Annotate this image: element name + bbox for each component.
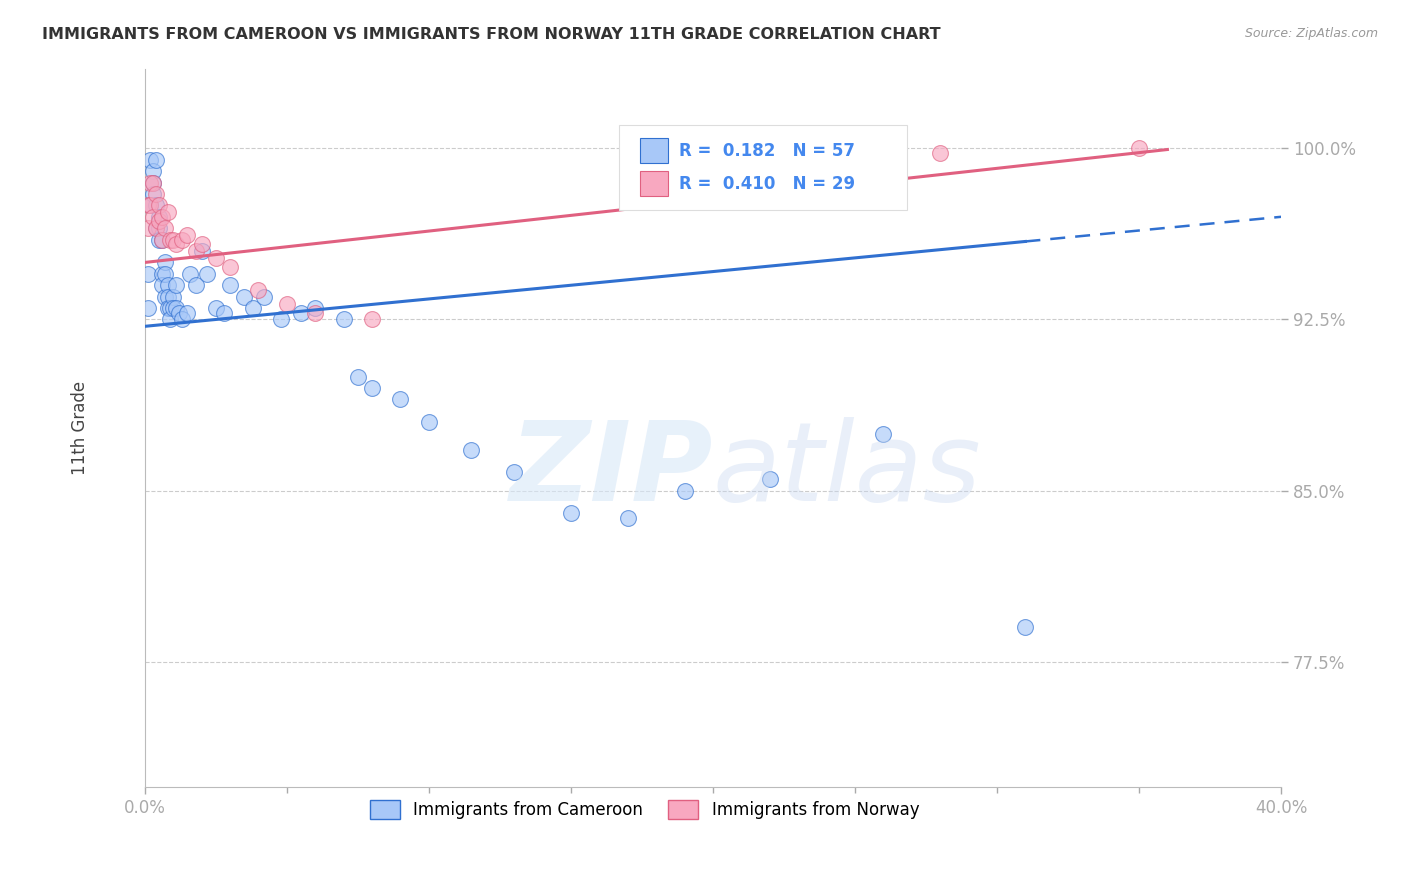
Point <box>142 164 165 178</box>
Point <box>758 472 780 486</box>
Point <box>872 426 894 441</box>
Point <box>142 186 165 201</box>
Point <box>145 198 167 212</box>
Point <box>233 290 256 304</box>
Point <box>156 278 179 293</box>
Point <box>929 145 952 160</box>
Text: R =  0.182   N = 57: R = 0.182 N = 57 <box>679 142 855 160</box>
Point <box>219 278 242 293</box>
Point <box>418 415 440 429</box>
Point <box>184 244 207 258</box>
Point <box>1128 141 1150 155</box>
Point <box>1014 620 1036 634</box>
Point <box>162 233 184 247</box>
Point <box>148 198 170 212</box>
Point <box>673 483 696 498</box>
Text: Source: ZipAtlas.com: Source: ZipAtlas.com <box>1244 27 1378 40</box>
Point <box>503 466 526 480</box>
Point <box>150 278 173 293</box>
Point <box>136 221 159 235</box>
Point <box>190 237 212 252</box>
Point <box>165 237 187 252</box>
Point <box>176 305 198 319</box>
Point <box>219 260 242 274</box>
Point <box>150 233 173 247</box>
Point <box>145 221 167 235</box>
Point <box>179 267 201 281</box>
Point <box>204 251 226 265</box>
Point <box>190 244 212 258</box>
Point <box>145 153 167 167</box>
Point <box>616 511 638 525</box>
Point <box>159 312 181 326</box>
Point <box>165 278 187 293</box>
Point <box>136 198 159 212</box>
Point <box>148 214 170 228</box>
Point <box>332 312 354 326</box>
Point <box>150 267 173 281</box>
Point <box>214 305 236 319</box>
Point <box>560 507 582 521</box>
Point <box>159 233 181 247</box>
Point <box>361 381 384 395</box>
Point <box>139 153 162 167</box>
Point <box>156 301 179 315</box>
Point <box>204 301 226 315</box>
Point <box>153 267 176 281</box>
Point <box>165 301 187 315</box>
Point <box>162 301 184 315</box>
Point <box>142 176 165 190</box>
Point <box>247 283 270 297</box>
Point <box>145 221 167 235</box>
Text: atlas: atlas <box>713 417 981 524</box>
Point <box>167 305 190 319</box>
Legend: Immigrants from Cameroon, Immigrants from Norway: Immigrants from Cameroon, Immigrants fro… <box>364 793 927 826</box>
Point <box>195 267 218 281</box>
Point <box>276 296 298 310</box>
Point <box>145 186 167 201</box>
Point <box>136 267 159 281</box>
Point <box>460 442 482 457</box>
Point <box>304 301 326 315</box>
Point <box>304 305 326 319</box>
Point <box>142 210 165 224</box>
Point <box>150 233 173 247</box>
Point <box>142 176 165 190</box>
Point <box>290 305 312 319</box>
Point <box>153 290 176 304</box>
Point <box>148 221 170 235</box>
Point <box>253 290 276 304</box>
Point <box>153 221 176 235</box>
Y-axis label: 11th Grade: 11th Grade <box>72 381 89 475</box>
Point <box>156 290 179 304</box>
Point <box>148 233 170 247</box>
Point <box>389 392 412 407</box>
Point <box>153 255 176 269</box>
Point <box>347 369 370 384</box>
Point <box>270 312 292 326</box>
Point <box>139 176 162 190</box>
Point <box>170 233 193 247</box>
Point <box>148 210 170 224</box>
Point <box>150 210 173 224</box>
Point <box>139 198 162 212</box>
Text: R =  0.410   N = 29: R = 0.410 N = 29 <box>679 175 855 193</box>
Point <box>361 312 384 326</box>
Point <box>156 205 179 219</box>
Point <box>176 228 198 243</box>
Point <box>242 301 264 315</box>
Point <box>162 290 184 304</box>
Text: ZIP: ZIP <box>509 417 713 524</box>
Point <box>139 198 162 212</box>
Point <box>184 278 207 293</box>
Point <box>159 301 181 315</box>
Point <box>136 301 159 315</box>
Point <box>170 312 193 326</box>
Text: IMMIGRANTS FROM CAMEROON VS IMMIGRANTS FROM NORWAY 11TH GRADE CORRELATION CHART: IMMIGRANTS FROM CAMEROON VS IMMIGRANTS F… <box>42 27 941 42</box>
